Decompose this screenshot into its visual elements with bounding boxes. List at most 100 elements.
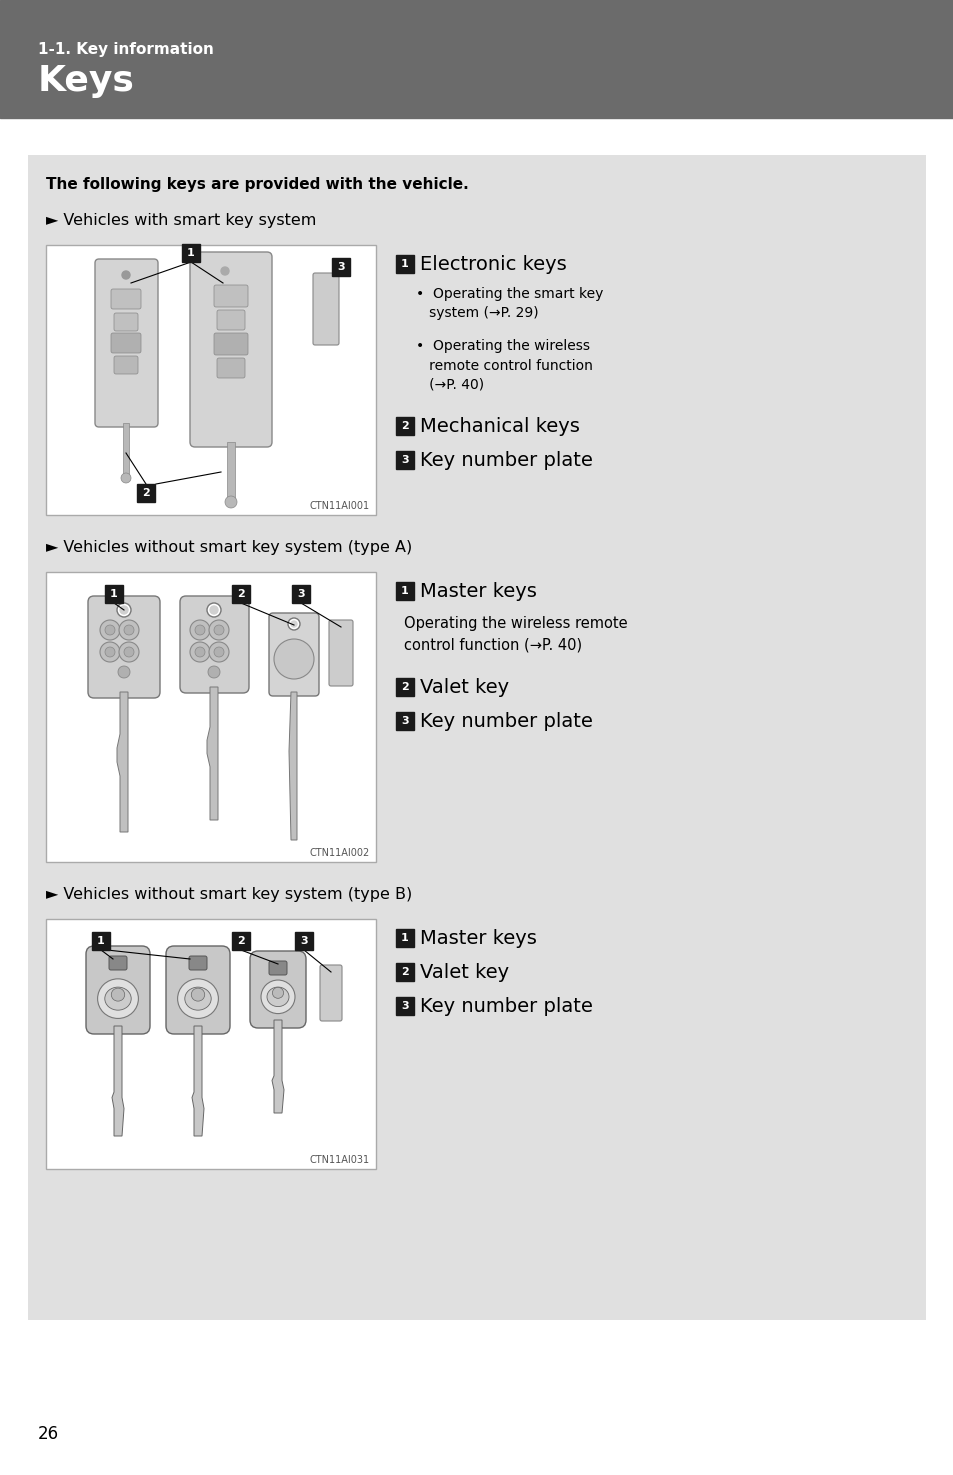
Ellipse shape (185, 987, 211, 1010)
Bar (395, 451, 414, 469)
Text: Electronic keys: Electronic keys (419, 255, 566, 274)
Text: CTN11AI031: CTN11AI031 (310, 1155, 370, 1165)
Circle shape (194, 648, 205, 656)
Text: Master keys: Master keys (419, 929, 537, 948)
Bar (395, 997, 414, 1015)
FancyBboxPatch shape (319, 965, 341, 1021)
FancyBboxPatch shape (213, 285, 248, 307)
Polygon shape (117, 692, 128, 832)
Text: Operating the wireless remote
control function (→P. 40): Operating the wireless remote control fu… (403, 617, 627, 652)
FancyBboxPatch shape (111, 289, 141, 308)
FancyBboxPatch shape (189, 956, 207, 971)
Polygon shape (207, 687, 218, 820)
Text: 3: 3 (336, 263, 344, 271)
Bar (395, 417, 414, 435)
Circle shape (274, 639, 314, 678)
Bar (0, 0, 953, 118)
Text: Key number plate: Key number plate (419, 997, 592, 1016)
Text: ► Vehicles without smart key system (type B): ► Vehicles without smart key system (typ… (46, 886, 412, 903)
Bar (91, 932, 110, 950)
Circle shape (120, 606, 128, 614)
Bar (395, 678, 414, 696)
FancyBboxPatch shape (166, 945, 230, 1034)
Polygon shape (289, 692, 296, 839)
Ellipse shape (261, 979, 294, 1013)
Text: 1: 1 (97, 937, 105, 945)
Text: 2: 2 (400, 681, 409, 692)
Text: 1: 1 (400, 586, 409, 596)
Text: 3: 3 (401, 715, 409, 726)
Bar (395, 255, 414, 273)
Circle shape (117, 603, 131, 617)
FancyBboxPatch shape (190, 252, 272, 447)
Text: 2: 2 (400, 968, 409, 976)
Circle shape (100, 620, 120, 640)
Bar (46, 245, 375, 515)
Circle shape (291, 621, 296, 627)
FancyBboxPatch shape (216, 310, 245, 330)
Circle shape (105, 625, 115, 636)
Text: Valet key: Valet key (419, 678, 509, 698)
FancyBboxPatch shape (86, 945, 150, 1034)
Polygon shape (192, 1027, 204, 1136)
Bar (395, 929, 414, 947)
Circle shape (119, 620, 139, 640)
FancyBboxPatch shape (269, 962, 287, 975)
Bar (227, 442, 234, 502)
Text: 1: 1 (110, 589, 118, 599)
Text: 2: 2 (142, 488, 150, 499)
Text: 2: 2 (237, 937, 245, 945)
FancyBboxPatch shape (111, 333, 141, 353)
Text: 3: 3 (300, 937, 308, 945)
Text: Key number plate: Key number plate (419, 712, 592, 732)
Bar (395, 712, 414, 730)
Text: 1: 1 (400, 934, 409, 943)
Circle shape (194, 625, 205, 636)
FancyBboxPatch shape (88, 596, 160, 698)
FancyBboxPatch shape (329, 620, 353, 686)
Text: 2: 2 (400, 420, 409, 431)
Ellipse shape (267, 987, 289, 1006)
Text: ► Vehicles with smart key system: ► Vehicles with smart key system (46, 212, 316, 229)
Bar (232, 586, 250, 603)
Circle shape (118, 667, 130, 678)
Text: 1: 1 (400, 260, 409, 268)
Circle shape (209, 620, 229, 640)
Bar (105, 586, 123, 603)
Bar (332, 258, 350, 276)
Text: 3: 3 (401, 1002, 409, 1010)
Bar (395, 963, 414, 981)
Polygon shape (112, 1027, 124, 1136)
Text: 1: 1 (187, 248, 194, 258)
FancyBboxPatch shape (95, 260, 158, 426)
Text: Key number plate: Key number plate (419, 451, 592, 471)
Bar (232, 932, 250, 950)
Bar (137, 484, 154, 502)
Bar (294, 932, 313, 950)
FancyBboxPatch shape (213, 333, 248, 355)
Text: The following keys are provided with the vehicle.: The following keys are provided with the… (46, 177, 468, 192)
Circle shape (100, 642, 120, 662)
Text: ► Vehicles without smart key system (type A): ► Vehicles without smart key system (typ… (46, 540, 412, 555)
Text: Master keys: Master keys (419, 583, 537, 600)
Text: Valet key: Valet key (419, 963, 509, 982)
FancyBboxPatch shape (109, 956, 127, 971)
Circle shape (190, 620, 210, 640)
Circle shape (213, 648, 224, 656)
FancyBboxPatch shape (113, 355, 138, 375)
Bar (28, 155, 925, 1320)
FancyBboxPatch shape (180, 596, 249, 693)
Bar (123, 423, 129, 478)
Ellipse shape (112, 988, 125, 1002)
FancyBboxPatch shape (113, 313, 138, 330)
Text: •  Operating the wireless
   remote control function
   (→P. 40): • Operating the wireless remote control … (416, 339, 592, 392)
Bar (395, 583, 414, 600)
Text: Keys: Keys (38, 63, 134, 97)
FancyBboxPatch shape (313, 273, 338, 345)
Bar (46, 919, 375, 1170)
Circle shape (208, 667, 220, 678)
Ellipse shape (97, 979, 138, 1018)
Circle shape (124, 625, 133, 636)
Text: 26: 26 (38, 1425, 59, 1443)
Circle shape (119, 642, 139, 662)
